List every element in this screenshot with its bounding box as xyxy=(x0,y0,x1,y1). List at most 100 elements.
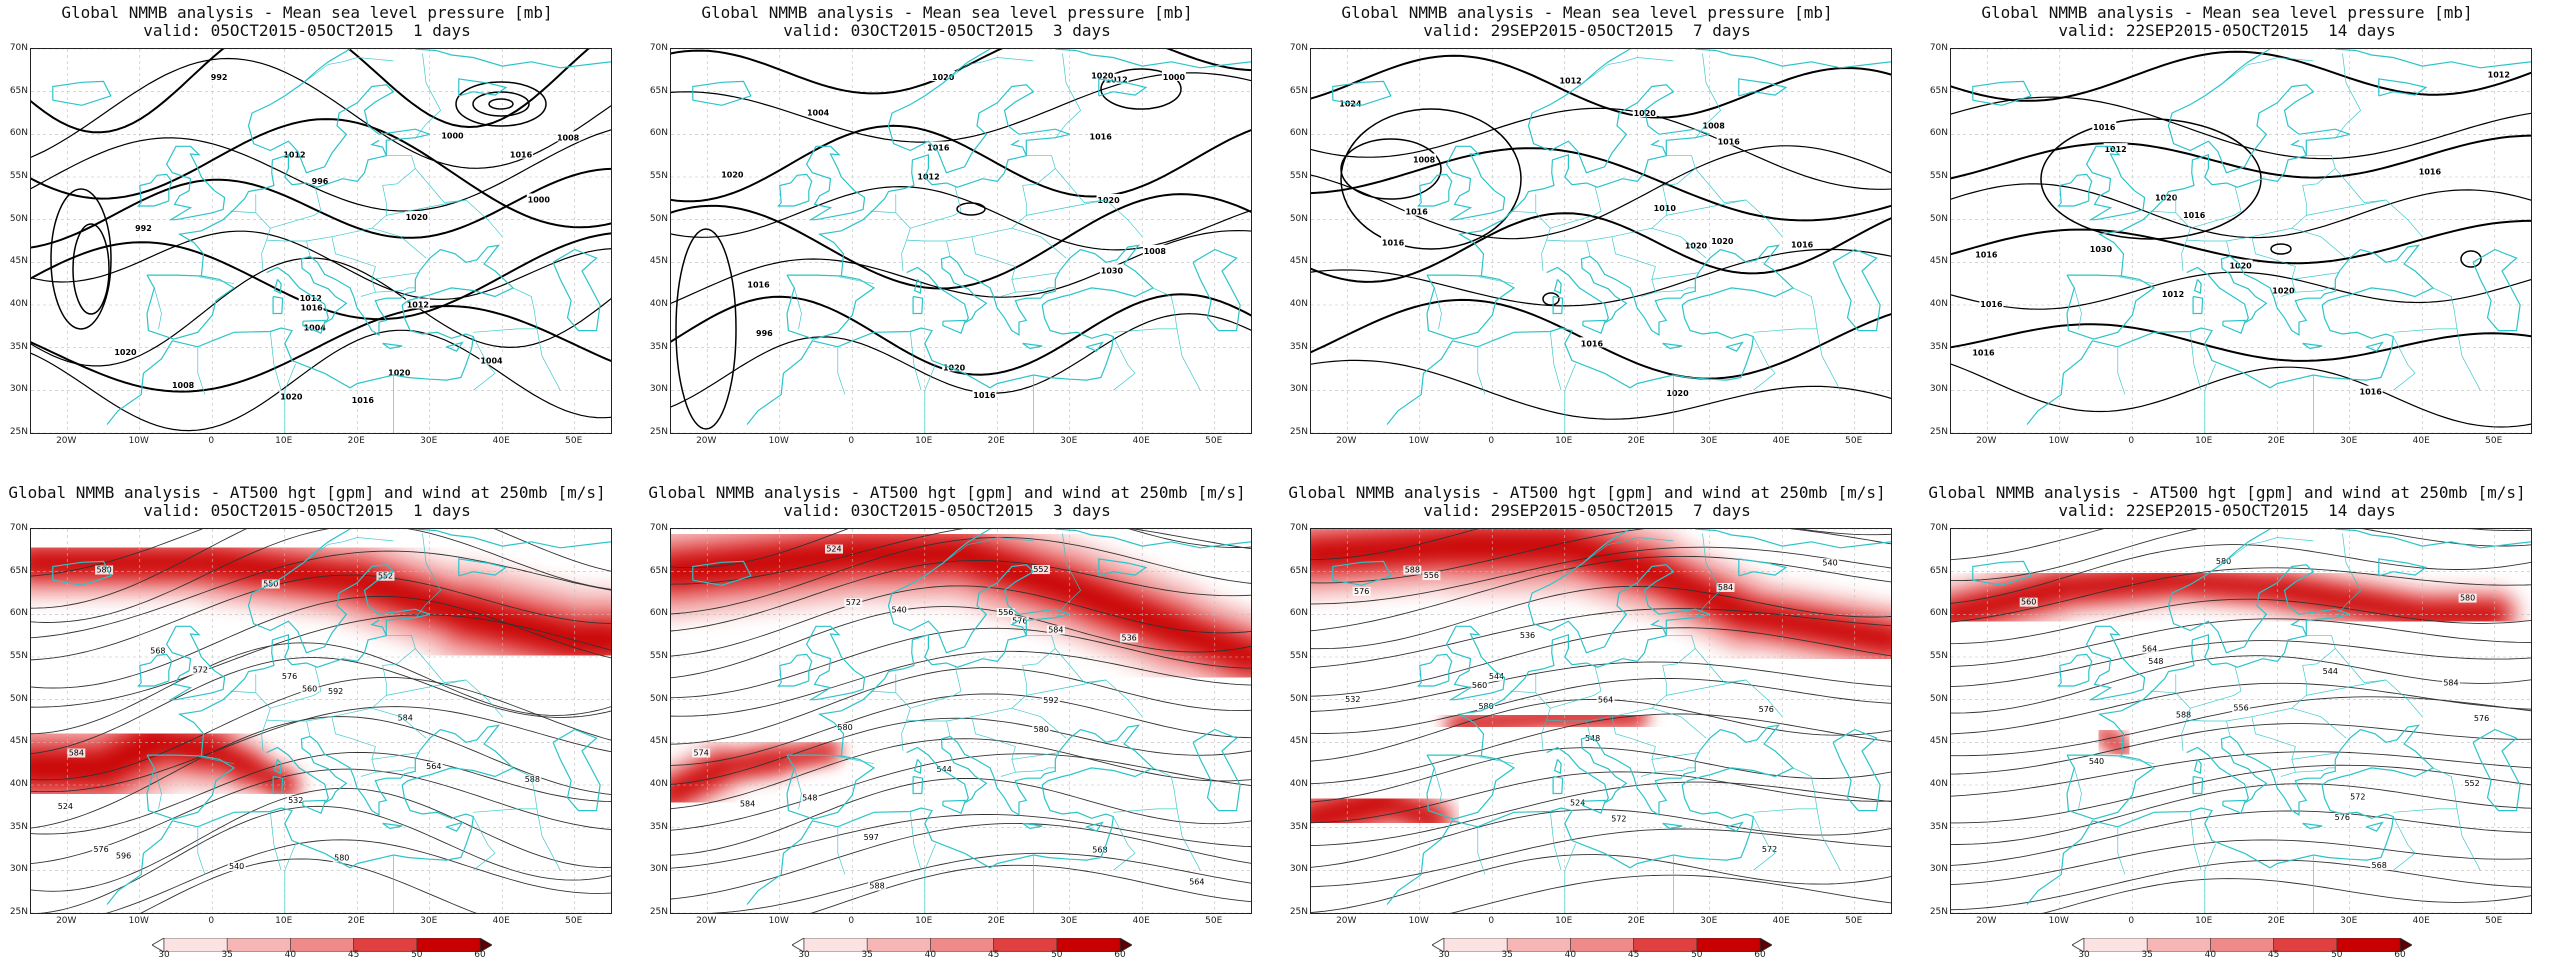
lon-tick-label: 50E xyxy=(2485,916,2503,926)
lat-tick-label: 30N xyxy=(649,384,668,395)
height-label: 532 xyxy=(288,796,303,805)
height-label: 576 xyxy=(1354,587,1369,596)
wind-colorbar xyxy=(791,937,1133,953)
isobar-label: 1012 xyxy=(407,301,429,310)
height-label: 580 xyxy=(2460,594,2475,603)
isobar-label: 996 xyxy=(312,177,329,186)
lat-tick-label: 55N xyxy=(1929,651,1948,661)
map-svg: 1012100899610161016102010201020101610121… xyxy=(671,49,1251,433)
isobar-label: 1000 xyxy=(528,195,551,204)
lat-tick-label: 30N xyxy=(1289,864,1308,875)
height-label: 560 xyxy=(1472,681,1487,690)
lon-tick-label: 30E xyxy=(2340,436,2358,446)
lat-tick-label: 40N xyxy=(649,299,668,309)
lon-tick-label: 40E xyxy=(1132,436,1150,446)
isobar-label: 1000 xyxy=(1163,73,1186,82)
lat-tick-label: 40N xyxy=(9,299,28,309)
isobar-label: 1016 xyxy=(1718,137,1741,146)
lat-tick-label: 55N xyxy=(649,651,668,661)
lat-tick-label: 25N xyxy=(649,427,668,437)
height-label: 548 xyxy=(802,793,817,802)
colorbar-tick-label: 40 xyxy=(924,950,937,960)
colorbar-tick-label: 40 xyxy=(1564,950,1577,960)
lat-tick-label: 70N xyxy=(1929,523,1948,533)
isobar-label: 1016 xyxy=(2093,123,2116,132)
lat-tick-label: 35N xyxy=(649,341,668,352)
lon-tick-label: 50E xyxy=(1205,436,1223,446)
isobar-label: 1016 xyxy=(300,304,323,313)
height-label: 564 xyxy=(2142,645,2157,654)
height-label: 576 xyxy=(93,845,108,854)
mslp-panel: Global NMMB analysis - Mean sea level pr… xyxy=(1282,0,1892,460)
colorbar-ticks: 30 35 40 45 50 60 xyxy=(792,950,1132,960)
lat-tick-label: 70N xyxy=(649,523,668,533)
lat-tick-label: 60N xyxy=(9,608,28,619)
height-label: 584 xyxy=(69,749,84,758)
isobar-label: 1016 xyxy=(1791,240,1814,249)
lon-tick-label: 0 xyxy=(1488,436,1495,446)
lat-tick-label: 60N xyxy=(649,128,668,139)
wind-colorbar xyxy=(2071,937,2413,953)
lat-tick-label: 55N xyxy=(1929,171,1948,181)
lon-tick-label: 20W xyxy=(1336,436,1357,446)
lat-tick-label: 65N xyxy=(9,565,28,576)
lat-tick-label: 25N xyxy=(1289,427,1308,437)
height-label: 592 xyxy=(328,687,343,696)
mslp-panel: Global NMMB analysis - Mean sea level pr… xyxy=(1922,0,2532,460)
isobar-label: 1020 xyxy=(114,348,137,357)
isobar-label: 1016 xyxy=(1406,208,1429,217)
colorbar-tick-label: 50 xyxy=(411,950,423,960)
lat-tick-label: 35N xyxy=(9,821,28,832)
lat-tick-label: 50N xyxy=(1289,693,1308,704)
z500-wind-panel: Global NMMB analysis - AT500 hgt [gpm] a… xyxy=(1922,480,2532,940)
lon-tick-label: 30E xyxy=(1060,436,1078,446)
lat-tick-label: 50N xyxy=(1929,693,1948,704)
lon-tick-label: 10W xyxy=(2048,436,2069,446)
height-label: 576 xyxy=(282,672,297,681)
lon-tick-label: 10W xyxy=(2048,916,2069,926)
lat-tick-label: 70N xyxy=(649,43,668,53)
isobar-label: 1016 xyxy=(2419,168,2442,177)
isobar-label: 1020 xyxy=(388,368,411,377)
lon-tick-label: 20E xyxy=(347,916,365,926)
height-label: 524 xyxy=(826,545,841,554)
map-svg: 5525505605245325405645725765805685845765… xyxy=(31,529,611,913)
isobar-label: 1020 xyxy=(943,363,966,372)
lat-tick-label: 40N xyxy=(1289,299,1308,309)
isobar-label: 1020 xyxy=(1666,389,1689,398)
lon-tick-label: 40E xyxy=(1772,436,1790,446)
colorbar-tick-label: 50 xyxy=(1691,950,1703,960)
colorbar-tick-label: 30 xyxy=(2078,950,2090,960)
map-area: 540 548 544 552 556 560 564 568 572 576 580 584 588 5… xyxy=(1950,528,2532,914)
height-label: 580 xyxy=(96,566,111,575)
isobar-label: 1012 xyxy=(2488,70,2510,79)
height-label: 564 xyxy=(1598,695,1613,704)
lon-tick-label: 20W xyxy=(696,916,717,926)
isobar-label: 992 xyxy=(135,224,152,233)
height-label: 560 xyxy=(2021,598,2036,607)
lat-tick-label: 25N xyxy=(9,427,28,437)
panel-title: Global NMMB analysis - Mean sea level pr… xyxy=(1981,3,2473,22)
colorbar-tick-label: 30 xyxy=(158,950,170,960)
isobar-label: 1016 xyxy=(1975,250,1998,259)
panel-title: Global NMMB analysis - AT500 hgt [gpm] a… xyxy=(8,483,606,502)
height-label: 572 xyxy=(1762,845,1777,854)
isobar-label: 1012 xyxy=(300,294,322,303)
lat-tick-label: 40N xyxy=(9,779,28,789)
lat-tick-label: 45N xyxy=(649,736,668,747)
colorbar-tick-label: 60 xyxy=(1754,950,1766,960)
lon-tick-label: 20E xyxy=(2267,436,2285,446)
isobar-label: 1012 xyxy=(283,151,305,160)
isobar-label: 1030 xyxy=(2090,245,2113,254)
panel-validity: valid: 22SEP2015-05OCT2015 14 days xyxy=(2058,21,2396,40)
lat-tick-label: 50N xyxy=(649,213,668,224)
map-svg: 5325365405445485565245605645725765805845… xyxy=(1311,529,1891,913)
colorbar-tick-label: 40 xyxy=(2204,950,2217,960)
mslp-panel: Global NMMB analysis - Mean sea level pr… xyxy=(2,0,612,460)
panel-validity: valid: 29SEP2015-05OCT2015 7 days xyxy=(1423,501,1751,520)
lat-tick-label: 45N xyxy=(9,256,28,267)
height-label: 544 xyxy=(937,765,952,774)
isobar-label: 1004 xyxy=(480,357,503,366)
height-label: 540 xyxy=(891,605,906,614)
height-label: 524 xyxy=(58,802,73,811)
